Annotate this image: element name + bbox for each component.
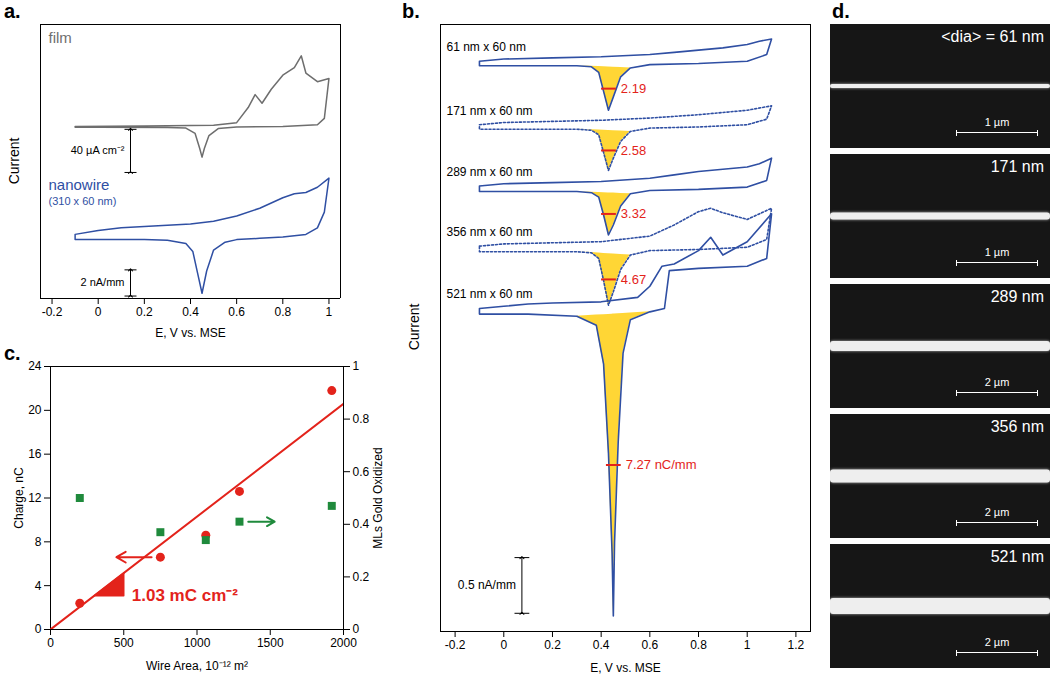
html-text:<dia> = 61 nm: <dia> = 61 nm [941, 28, 1044, 45]
svg-text:7.27 nC/mm: 7.27 nC/mm [626, 457, 697, 472]
html-text:521 nm: 521 nm [990, 548, 1044, 565]
svg-text:0.8: 0.8 [353, 412, 370, 426]
svg-text:Charge, nC: Charge, nC [12, 467, 26, 529]
svg-text:2 nA/mm: 2 nA/mm [80, 276, 124, 288]
svg-text:0: 0 [47, 636, 54, 650]
svg-text:0: 0 [353, 622, 360, 636]
html-text:c.: c. [4, 342, 21, 364]
svg-text:289 nm x 60 nm: 289 nm x 60 nm [447, 165, 533, 179]
html-text:2 µm: 2 µm [984, 636, 1010, 648]
svg-text:40 µA cm⁻²: 40 µA cm⁻² [71, 144, 125, 156]
svg-text:E, V vs. MSE: E, V vs. MSE [155, 326, 226, 340]
svg-text:E, V vs. MSE: E, V vs. MSE [590, 661, 661, 675]
svg-text:3.32: 3.32 [621, 206, 646, 221]
svg-text:4: 4 [35, 579, 42, 593]
html-text:171 nm: 171 nm [990, 158, 1044, 175]
svg-text:1: 1 [326, 305, 333, 319]
svg-text:Wire Area, 10⁻¹² m²: Wire Area, 10⁻¹² m² [146, 659, 248, 673]
svg-text:MLs Gold Oxidized: MLs Gold Oxidized [371, 447, 385, 548]
svg-text:0.2: 0.2 [136, 305, 153, 319]
svg-text:20: 20 [28, 403, 42, 417]
html-text:Current: Current [406, 303, 422, 351]
html-text:2 µm: 2 µm [984, 376, 1010, 388]
svg-text:2000: 2000 [330, 636, 357, 650]
svg-text:500: 500 [114, 636, 134, 650]
svg-text:nanowire: nanowire [49, 176, 110, 193]
svg-text:0: 0 [95, 305, 102, 319]
svg-text:24: 24 [28, 359, 42, 373]
svg-text:0.8: 0.8 [274, 305, 291, 319]
svg-text:1.2: 1.2 [788, 638, 805, 652]
html-text:d.: d. [832, 0, 850, 22]
svg-text:521 nm x 60 nm: 521 nm x 60 nm [447, 287, 533, 301]
svg-text:171 nm x 60 nm: 171 nm x 60 nm [447, 104, 533, 118]
svg-text:8: 8 [35, 535, 42, 549]
svg-text:1.03 mC cm⁻²: 1.03 mC cm⁻² [132, 586, 238, 605]
svg-text:1: 1 [744, 638, 751, 652]
html-text:b.: b. [402, 0, 420, 22]
svg-text:0.2: 0.2 [544, 638, 561, 652]
html-text:1 µm: 1 µm [984, 246, 1010, 258]
svg-text:0.8: 0.8 [690, 638, 707, 652]
html-text:289 nm: 289 nm [990, 288, 1044, 305]
svg-text:0.6: 0.6 [353, 465, 370, 479]
svg-text:film: film [49, 29, 72, 46]
html-text:a.: a. [4, 0, 21, 22]
svg-text:61 nm x 60 nm: 61 nm x 60 nm [447, 40, 526, 54]
html-text:2 µm: 2 µm [984, 506, 1010, 518]
svg-text:-0.2: -0.2 [42, 305, 63, 319]
svg-text:0.6: 0.6 [641, 638, 658, 652]
svg-text:0: 0 [500, 638, 507, 652]
svg-text:2.19: 2.19 [621, 81, 646, 96]
svg-text:0.4: 0.4 [353, 517, 370, 531]
html-text:1 µm: 1 µm [984, 116, 1010, 128]
svg-text:0: 0 [35, 622, 42, 636]
svg-text:12: 12 [28, 491, 42, 505]
svg-text:356 nm x 60 nm: 356 nm x 60 nm [447, 225, 533, 239]
svg-text:0.2: 0.2 [353, 570, 370, 584]
svg-text:1: 1 [353, 359, 360, 373]
svg-text:1000: 1000 [184, 636, 211, 650]
svg-text:-0.2: -0.2 [445, 638, 466, 652]
svg-text:1500: 1500 [257, 636, 284, 650]
svg-text:0.4: 0.4 [593, 638, 610, 652]
svg-text:0.6: 0.6 [228, 305, 245, 319]
svg-text:0.5 nA/mm: 0.5 nA/mm [458, 578, 516, 592]
svg-text:(310 x 60 nm): (310 x 60 nm) [49, 195, 117, 207]
svg-text:4.67: 4.67 [621, 272, 646, 287]
svg-text:16: 16 [28, 447, 42, 461]
svg-text:0.4: 0.4 [182, 305, 199, 319]
html-text:Current: Current [6, 137, 22, 185]
html-text:356 nm: 356 nm [990, 418, 1044, 435]
svg-text:2.58: 2.58 [621, 143, 646, 158]
